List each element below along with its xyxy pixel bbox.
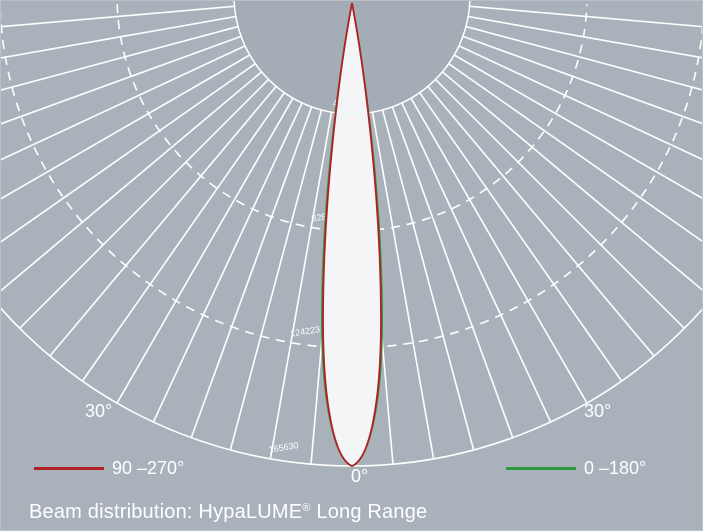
radial-line bbox=[391, 106, 514, 438]
caption-text: Beam distribution: HypaLUME bbox=[29, 501, 303, 523]
radial-line bbox=[152, 102, 303, 423]
radial-line bbox=[81, 92, 285, 382]
radial-line bbox=[419, 92, 623, 382]
legend-swatch-green bbox=[506, 466, 576, 470]
radial-line bbox=[1, 71, 263, 292]
radial-line bbox=[1, 35, 242, 125]
radial-line bbox=[49, 85, 277, 357]
radial-line bbox=[190, 106, 313, 438]
radial-line bbox=[458, 45, 702, 161]
figure-caption: Beam distribution: HypaLUME® Long Range bbox=[29, 497, 427, 523]
radial-line bbox=[116, 97, 294, 404]
beam-curves bbox=[320, 2, 384, 467]
angle-label-left: 30° bbox=[85, 401, 113, 421]
radial-line bbox=[427, 85, 655, 357]
radial-line bbox=[401, 102, 552, 423]
radial-line bbox=[1, 5, 235, 28]
radial-line bbox=[448, 63, 702, 243]
radial-line bbox=[229, 109, 323, 451]
radial-line bbox=[269, 112, 333, 459]
ring-value-label: 124223 bbox=[289, 324, 320, 339]
radial-line bbox=[1, 54, 251, 200]
legend-label: 90 –270° bbox=[112, 458, 185, 478]
legend-item-0-180: 0 –180° bbox=[506, 459, 646, 477]
radial-line bbox=[410, 97, 588, 404]
legend-swatch-red bbox=[34, 466, 104, 470]
angle-label-zero: 0° bbox=[351, 466, 369, 486]
beam-curve-90-270 bbox=[322, 2, 382, 467]
radial-line bbox=[469, 5, 702, 28]
registered-mark: ® bbox=[302, 502, 311, 514]
legend-label: 0 –180° bbox=[584, 458, 647, 478]
polar-grid bbox=[1, 1, 702, 465]
radial-line bbox=[1, 15, 236, 59]
radial-line bbox=[434, 78, 685, 329]
radial-line bbox=[371, 112, 435, 459]
radial-line bbox=[462, 35, 702, 125]
radial-line bbox=[1, 45, 246, 161]
legend-item-90-270: 90 –270° bbox=[34, 459, 184, 477]
radial-line bbox=[381, 109, 475, 451]
radial-line bbox=[1, 25, 239, 91]
radial-line bbox=[453, 54, 702, 199]
radial-line bbox=[468, 15, 702, 59]
radial-line bbox=[19, 78, 270, 329]
radial-line bbox=[1, 63, 256, 243]
angle-label-right: 30° bbox=[584, 401, 612, 421]
beam-fill bbox=[322, 3, 382, 466]
radial-line bbox=[465, 25, 702, 91]
caption-suffix: Long Range bbox=[310, 501, 428, 523]
radial-line bbox=[441, 71, 702, 291]
ring-value-label: 165630 bbox=[268, 440, 299, 455]
